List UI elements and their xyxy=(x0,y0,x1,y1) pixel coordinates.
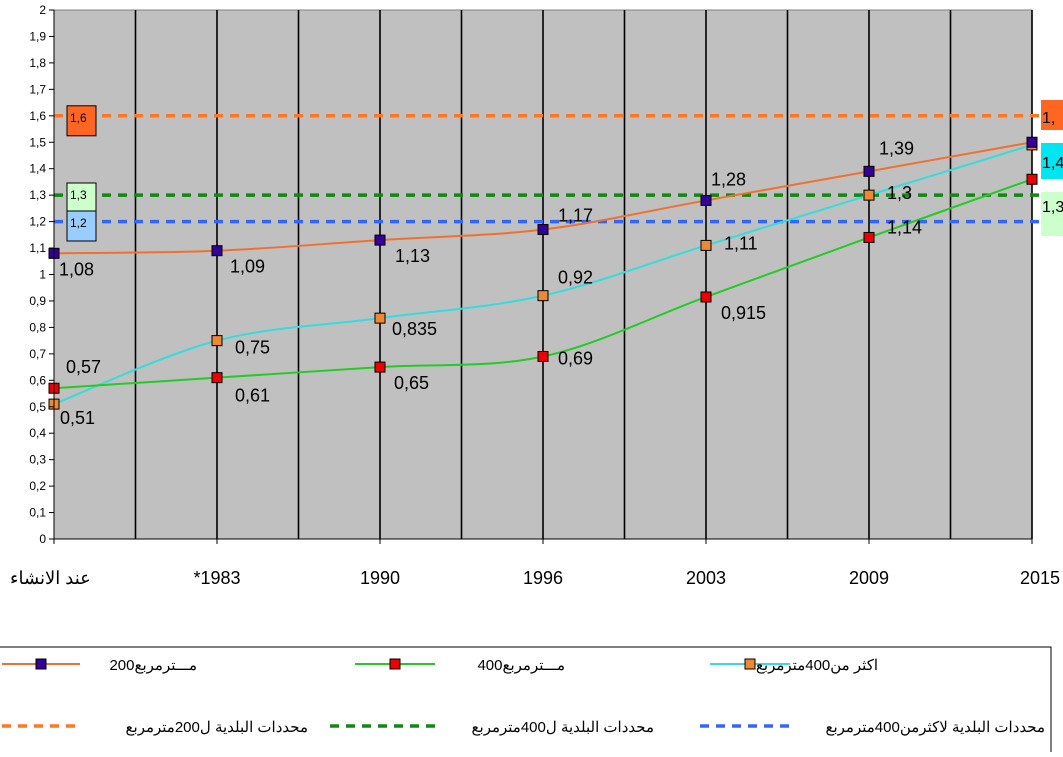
y-tick-label: 1,2 xyxy=(29,215,46,229)
data-label: 1,11 xyxy=(724,233,758,253)
x-tick-label: عند الانشاء xyxy=(10,568,91,588)
data-point xyxy=(537,224,549,236)
legend-box xyxy=(0,646,1052,754)
y-tick-label: 1,8 xyxy=(29,56,46,70)
data-label: 0,69 xyxy=(558,348,593,368)
legend-label: محددات البلدية ل200مترمربع xyxy=(126,719,308,736)
data-label: 0,57 xyxy=(66,357,101,377)
y-tick-label: 1,6 xyxy=(29,109,46,123)
x-tick-label: 2015 xyxy=(1020,568,1060,588)
data-point xyxy=(863,231,875,243)
data-point xyxy=(863,165,875,177)
legend-label: 200مـــترمربع xyxy=(109,657,197,674)
y-tick-label: 0,4 xyxy=(29,426,46,440)
reference-label-box xyxy=(66,182,97,212)
data-label: 0,75 xyxy=(235,338,270,358)
x-tick-label: 2003 xyxy=(686,568,726,588)
y-tick-label: 1,4 xyxy=(29,162,46,176)
data-label: 1,28 xyxy=(711,169,746,189)
reference-label-box xyxy=(66,105,97,137)
data-point xyxy=(374,312,386,324)
y-tick-label: 1,9 xyxy=(29,29,46,43)
legend-label: محددات البلدية لاكثرمن400مترمربع xyxy=(825,719,1045,736)
reference-label: 1,6 xyxy=(70,111,87,125)
y-tick-label: 1,1 xyxy=(29,241,46,255)
legend-marker xyxy=(35,658,47,670)
y-tick-label: 0,7 xyxy=(29,347,46,361)
data-point xyxy=(211,372,223,384)
data-label: 0,92 xyxy=(558,268,593,288)
data-label: 1,17 xyxy=(558,206,593,226)
reference-label-box-right xyxy=(1041,143,1063,179)
reference-label-right: 1,4 xyxy=(1042,155,1063,172)
data-point xyxy=(700,239,712,251)
data-point xyxy=(1026,173,1038,185)
y-tick-label: 1,3 xyxy=(29,188,46,202)
data-point xyxy=(700,194,712,206)
reference-label-box-right xyxy=(1041,100,1063,130)
x-tick-label: 1990 xyxy=(360,568,400,588)
data-label: 1,13 xyxy=(395,246,430,266)
data-point xyxy=(374,361,386,373)
y-tick-label: 0 xyxy=(39,532,46,546)
reference-label-box-right xyxy=(1041,192,1063,236)
y-tick-label: 0,5 xyxy=(29,400,46,414)
y-tick-label: 1,7 xyxy=(29,82,46,96)
data-point xyxy=(211,245,223,257)
reference-label-right: 1,36 xyxy=(1042,199,1063,216)
reference-label-right: 1, xyxy=(1042,110,1055,127)
data-label: 0,915 xyxy=(721,303,766,323)
legend-marker xyxy=(389,658,401,670)
data-label: 0,65 xyxy=(394,373,429,393)
data-label: 1,3 xyxy=(887,183,912,203)
data-point xyxy=(863,189,875,201)
y-tick-label: 0,8 xyxy=(29,320,46,334)
data-label: 0,61 xyxy=(235,386,270,406)
reference-label: 1,2 xyxy=(70,216,87,230)
data-point xyxy=(374,234,386,246)
data-label: 0,51 xyxy=(60,408,95,428)
x-tick-label: 1996 xyxy=(523,568,563,588)
legend-label: اكثر من400مترمربع xyxy=(756,657,878,674)
y-tick-label: 0,1 xyxy=(29,506,46,520)
data-point xyxy=(700,291,712,303)
data-label: 1,14 xyxy=(887,217,922,237)
data-point xyxy=(1026,136,1038,148)
legend-label: محددات البلدية ل400مترمربع xyxy=(472,719,654,736)
data-point xyxy=(537,350,549,362)
x-tick-label: 2009 xyxy=(849,568,889,588)
data-point xyxy=(211,335,223,347)
data-label: 1,08 xyxy=(59,259,94,279)
data-label: 1,09 xyxy=(230,257,265,277)
x-tick-label: *1983 xyxy=(193,568,240,588)
y-tick-label: 2 xyxy=(39,3,46,17)
y-tick-label: 1 xyxy=(39,268,46,282)
y-tick-label: 0,3 xyxy=(29,453,46,467)
reference-label-box xyxy=(66,210,97,242)
legend-label: 400مـــترمربع xyxy=(477,657,565,674)
y-tick-label: 0,2 xyxy=(29,479,46,493)
y-tick-label: 1,5 xyxy=(29,135,46,149)
data-label: 1,39 xyxy=(879,138,914,158)
data-label: 0,835 xyxy=(392,319,437,339)
reference-label: 1,3 xyxy=(70,188,87,202)
data-point xyxy=(537,290,549,302)
legend-marker xyxy=(744,658,756,670)
y-tick-label: 0,6 xyxy=(29,373,46,387)
y-tick-label: 0,9 xyxy=(29,294,46,308)
